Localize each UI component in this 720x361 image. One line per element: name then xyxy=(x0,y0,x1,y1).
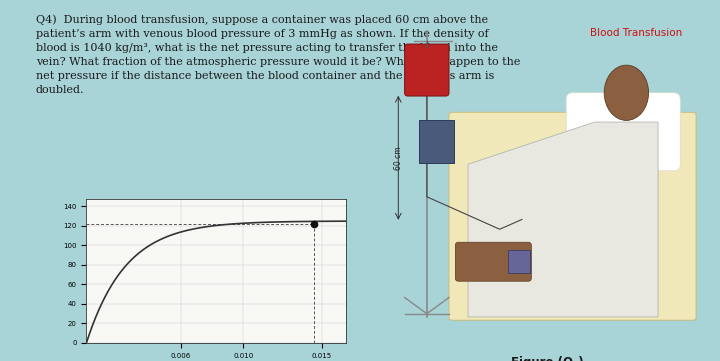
Text: 60 cm: 60 cm xyxy=(394,146,402,170)
FancyBboxPatch shape xyxy=(405,44,449,96)
FancyBboxPatch shape xyxy=(455,242,531,281)
FancyBboxPatch shape xyxy=(566,93,680,171)
Ellipse shape xyxy=(604,65,649,121)
Text: Q4)  During blood transfusion, suppose a container was placed 60 cm above the
pa: Q4) During blood transfusion, suppose a … xyxy=(36,14,521,95)
Polygon shape xyxy=(468,122,658,317)
Text: Figure (Q₄): Figure (Q₄) xyxy=(511,356,583,361)
FancyBboxPatch shape xyxy=(508,251,530,273)
Text: Strain (dε/dτ): Strain (dε/dτ) xyxy=(311,360,359,361)
FancyBboxPatch shape xyxy=(449,112,696,320)
FancyBboxPatch shape xyxy=(419,120,454,162)
Text: Blood Transfusion: Blood Transfusion xyxy=(590,28,682,38)
